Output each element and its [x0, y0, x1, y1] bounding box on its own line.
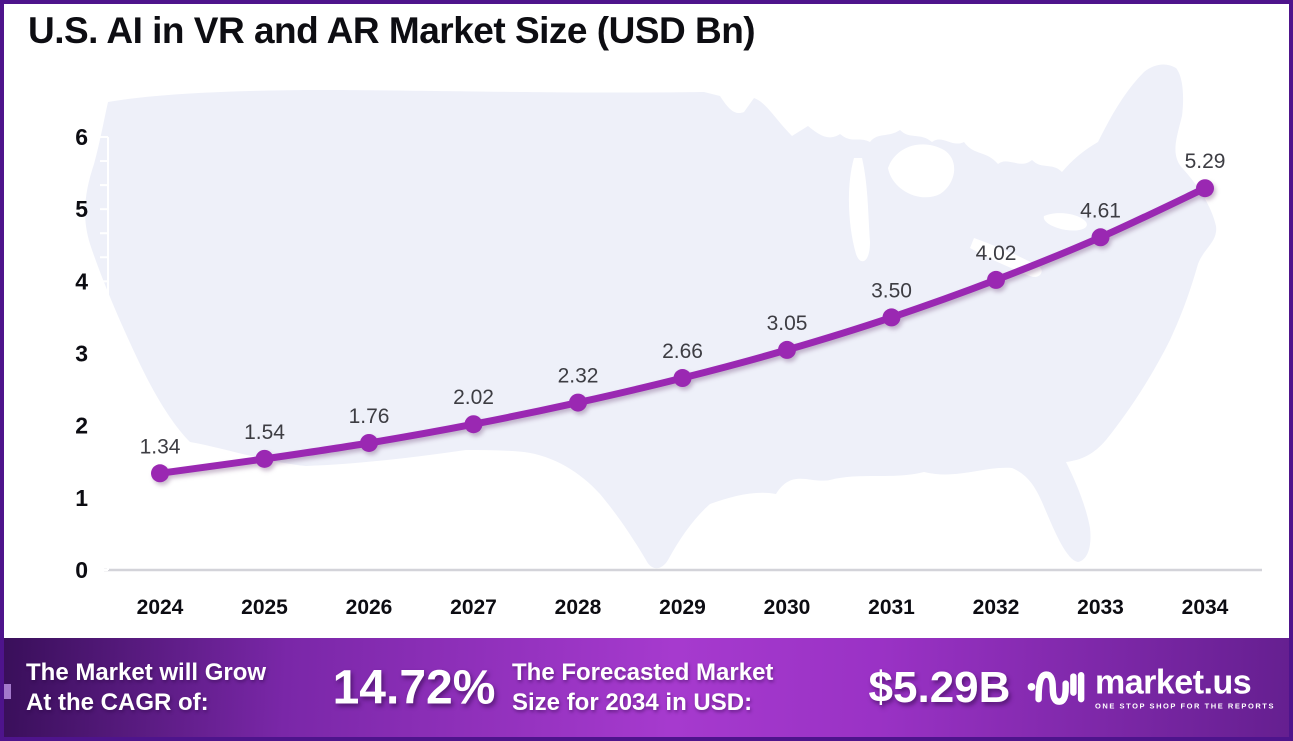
data-point-2027 — [464, 415, 483, 434]
data-label-2025: 1.54 — [244, 421, 285, 444]
data-labels: 1.34 1.54 1.76 2.02 2.32 2.66 3.05 3.50 4.02 4.61… — [140, 150, 1226, 458]
logo-tagline: ONE STOP SHOP FOR THE REPORTS — [1095, 701, 1275, 710]
us-map-silhouette — [85, 64, 1217, 569]
data-label-2034: 5.29 — [1185, 150, 1226, 173]
cagr-label: The Market will Grow At the CAGR of: — [26, 658, 266, 718]
data-label-2026: 1.76 — [349, 405, 390, 428]
forecast-value: $5.29B — [868, 662, 1011, 712]
data-label-2028: 2.32 — [558, 365, 599, 388]
market-us-logo: market.us ONE STOP SHOP FOR THE REPORTS — [1027, 665, 1275, 710]
x-tick-label-2031: 2031 — [868, 596, 915, 619]
x-tick-label-2032: 2032 — [973, 596, 1020, 619]
x-tick-label-2033: 2033 — [1077, 596, 1124, 619]
data-point-2028 — [569, 393, 587, 412]
data-label-2030: 3.05 — [767, 312, 808, 335]
data-label-2029: 2.66 — [662, 340, 703, 363]
data-label-2024: 1.34 — [140, 435, 181, 458]
logo-text-block: market.us ONE STOP SHOP FOR THE REPORTS — [1095, 665, 1275, 710]
y-tick-label-0: 0 — [75, 557, 88, 583]
y-tick-label-3: 3 — [75, 341, 88, 367]
data-label-2032: 4.02 — [976, 242, 1017, 265]
data-label-2031: 3.50 — [871, 279, 912, 302]
market-size-line-chart: 0 1 2 3 4 5 6 2024 2025 2026 2027 2028 2029 2030 2031 2… — [75, 64, 1262, 619]
axes: 0 1 2 3 4 5 6 2024 2025 2026 2027 2028 2029 2030 2031 2… — [75, 124, 1262, 619]
y-tick-label-2: 2 — [75, 413, 88, 439]
data-point-2030 — [778, 340, 796, 359]
data-point-2033 — [1091, 228, 1110, 247]
cagr-label-line1: The Market will Grow — [26, 658, 267, 686]
page-title: U.S. AI in VR and AR Market Size (USD Bn… — [28, 10, 756, 51]
footer-left-notch — [4, 684, 11, 699]
y-tick-label-1: 1 — [75, 485, 88, 511]
data-label-2033: 4.61 — [1080, 199, 1121, 222]
cagr-label-line2: At the CAGR of: — [26, 688, 209, 716]
y-tick-label-4: 4 — [75, 268, 88, 294]
x-tick-label-2026: 2026 — [346, 596, 393, 619]
x-tick-label-2029: 2029 — [659, 596, 706, 619]
data-point-2029 — [673, 369, 692, 388]
data-series — [151, 179, 1214, 483]
forecast-label: The Forecasted Market Size for 2034 in U… — [512, 658, 773, 718]
x-tick-label-2034: 2034 — [1182, 596, 1229, 619]
y-tick-label-5: 5 — [75, 196, 88, 222]
y-tick-label-6: 6 — [75, 124, 88, 150]
x-tick-label-2024: 2024 — [137, 596, 184, 619]
cagr-value: 14.72% — [332, 661, 496, 714]
x-tick-label-2030: 2030 — [764, 596, 811, 619]
x-tick-label-2028: 2028 — [555, 596, 602, 619]
footer-banner: The Market will Grow At the CAGR of: 14.… — [4, 638, 1289, 737]
data-label-2027: 2.02 — [453, 386, 494, 409]
x-tick-label-2027: 2027 — [450, 596, 497, 619]
chart-area: 0 1 2 3 4 5 6 2024 2025 2026 2027 2028 2029 2030 2031 2… — [4, 4, 1289, 638]
data-point-2024 — [151, 464, 169, 483]
forecast-label-line2: Size for 2034 in USD: — [512, 688, 753, 716]
data-point-2032 — [987, 270, 1005, 289]
data-point-2031 — [882, 308, 901, 327]
data-point-2026 — [360, 433, 378, 452]
data-point-2025 — [255, 449, 274, 468]
logo-wordmark: market.us — [1095, 663, 1252, 701]
data-point-2034 — [1196, 179, 1214, 198]
x-tick-label-2025: 2025 — [241, 596, 288, 619]
market-us-logo-icon — [1027, 671, 1085, 705]
forecast-label-line1: The Forecasted Market — [512, 658, 774, 686]
